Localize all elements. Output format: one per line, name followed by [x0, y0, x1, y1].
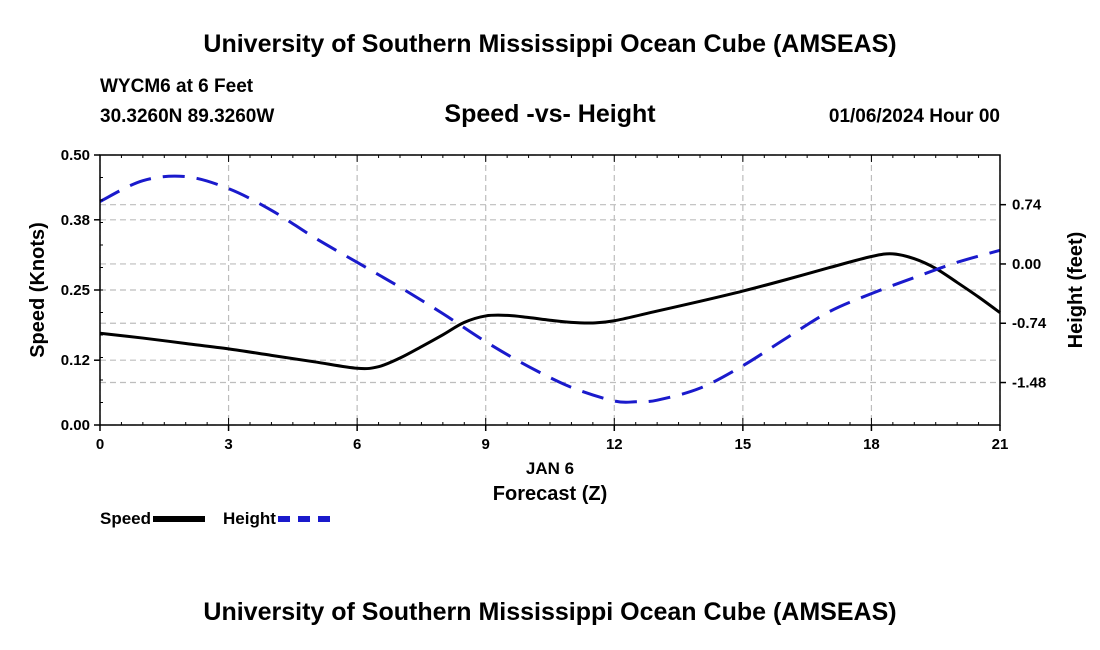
y-right-tick-label: 0.00: [1012, 256, 1041, 273]
y-left-tick-label: 0.38: [61, 212, 90, 229]
x-axis-date-label: JAN 6: [526, 459, 574, 478]
series-line-speed: [99, 252, 1001, 371]
x-tick-label: 0: [96, 436, 104, 453]
y-right-tick-label: -1.48: [1012, 375, 1046, 392]
chart-legend: Speed Height: [100, 509, 348, 529]
chart-subtitle: Speed -vs- Height: [444, 100, 656, 128]
legend-height-label: Height: [223, 509, 276, 528]
x-tick-label: 3: [224, 436, 232, 453]
y-right-tick-label: 0.74: [1012, 197, 1042, 214]
forecast-datetime: 01/06/2024 Hour 00: [828, 106, 1000, 127]
series-line-height: [99, 174, 1001, 404]
legend-height-swatch: [277, 516, 330, 522]
x-tick-label: 18: [863, 436, 880, 453]
x-tick-label: 15: [735, 436, 752, 453]
legend-speed-swatch: [153, 516, 206, 522]
y-left-tick-label: 0.12: [61, 352, 90, 369]
y-right-axis-label: Height (feet): [1065, 232, 1087, 349]
y-left-tick-label: 0.00: [61, 417, 90, 434]
x-axis-label: Forecast (Z): [493, 483, 607, 505]
chart-title: University of Southern Mississippi Ocean…: [203, 30, 897, 58]
y-right-tick-label: -0.74: [1012, 315, 1047, 332]
x-tick-label: 21: [992, 436, 1009, 453]
station-coordinates: 30.3260N 89.3260W: [100, 106, 275, 127]
legend-speed-label: Speed: [100, 509, 152, 528]
x-tick-label: 12: [606, 436, 623, 453]
y-left-tick-label: 0.25: [61, 282, 90, 299]
station-label: WYCM6 at 6 Feet: [100, 76, 254, 97]
y-left-axis-label: Speed (Knots): [27, 222, 49, 358]
x-tick-label: 6: [353, 436, 361, 453]
x-tick-label: 9: [482, 436, 490, 453]
footer-title: University of Southern Mississippi Ocean…: [203, 598, 897, 626]
y-left-tick-label: 0.50: [61, 147, 90, 164]
